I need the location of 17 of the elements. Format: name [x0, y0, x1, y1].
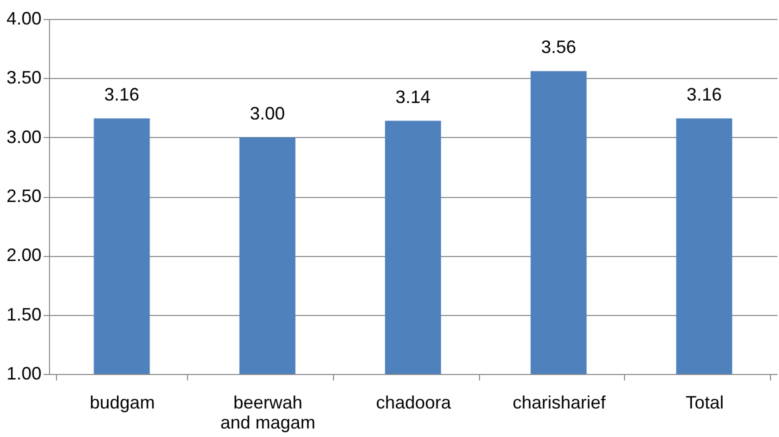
data-label: 3.00: [250, 103, 285, 124]
y-tick-label: 3.00: [6, 126, 42, 147]
y-tick-label: 2.00: [6, 245, 42, 266]
x-tick-label: chadoora: [376, 392, 452, 412]
x-tick-label: charisharief: [512, 392, 607, 412]
x-tick-label: beerwah and magam: [220, 392, 316, 432]
y-tick-label: 1.00: [6, 364, 42, 384]
data-label: 3.14: [395, 86, 431, 107]
y-tick-label: 2.50: [6, 186, 42, 206]
data-label: 3.16: [686, 84, 722, 104]
y-tick-label: 1.50: [6, 304, 42, 324]
x-tick-label: budgam: [90, 392, 155, 412]
data-label: 3.56: [541, 37, 576, 58]
y-tick-label: 3.50: [6, 68, 42, 88]
y-tick-label: 4.00: [6, 8, 42, 28]
data-label: 3.16: [104, 84, 140, 104]
x-tick-label: Total: [686, 392, 724, 412]
